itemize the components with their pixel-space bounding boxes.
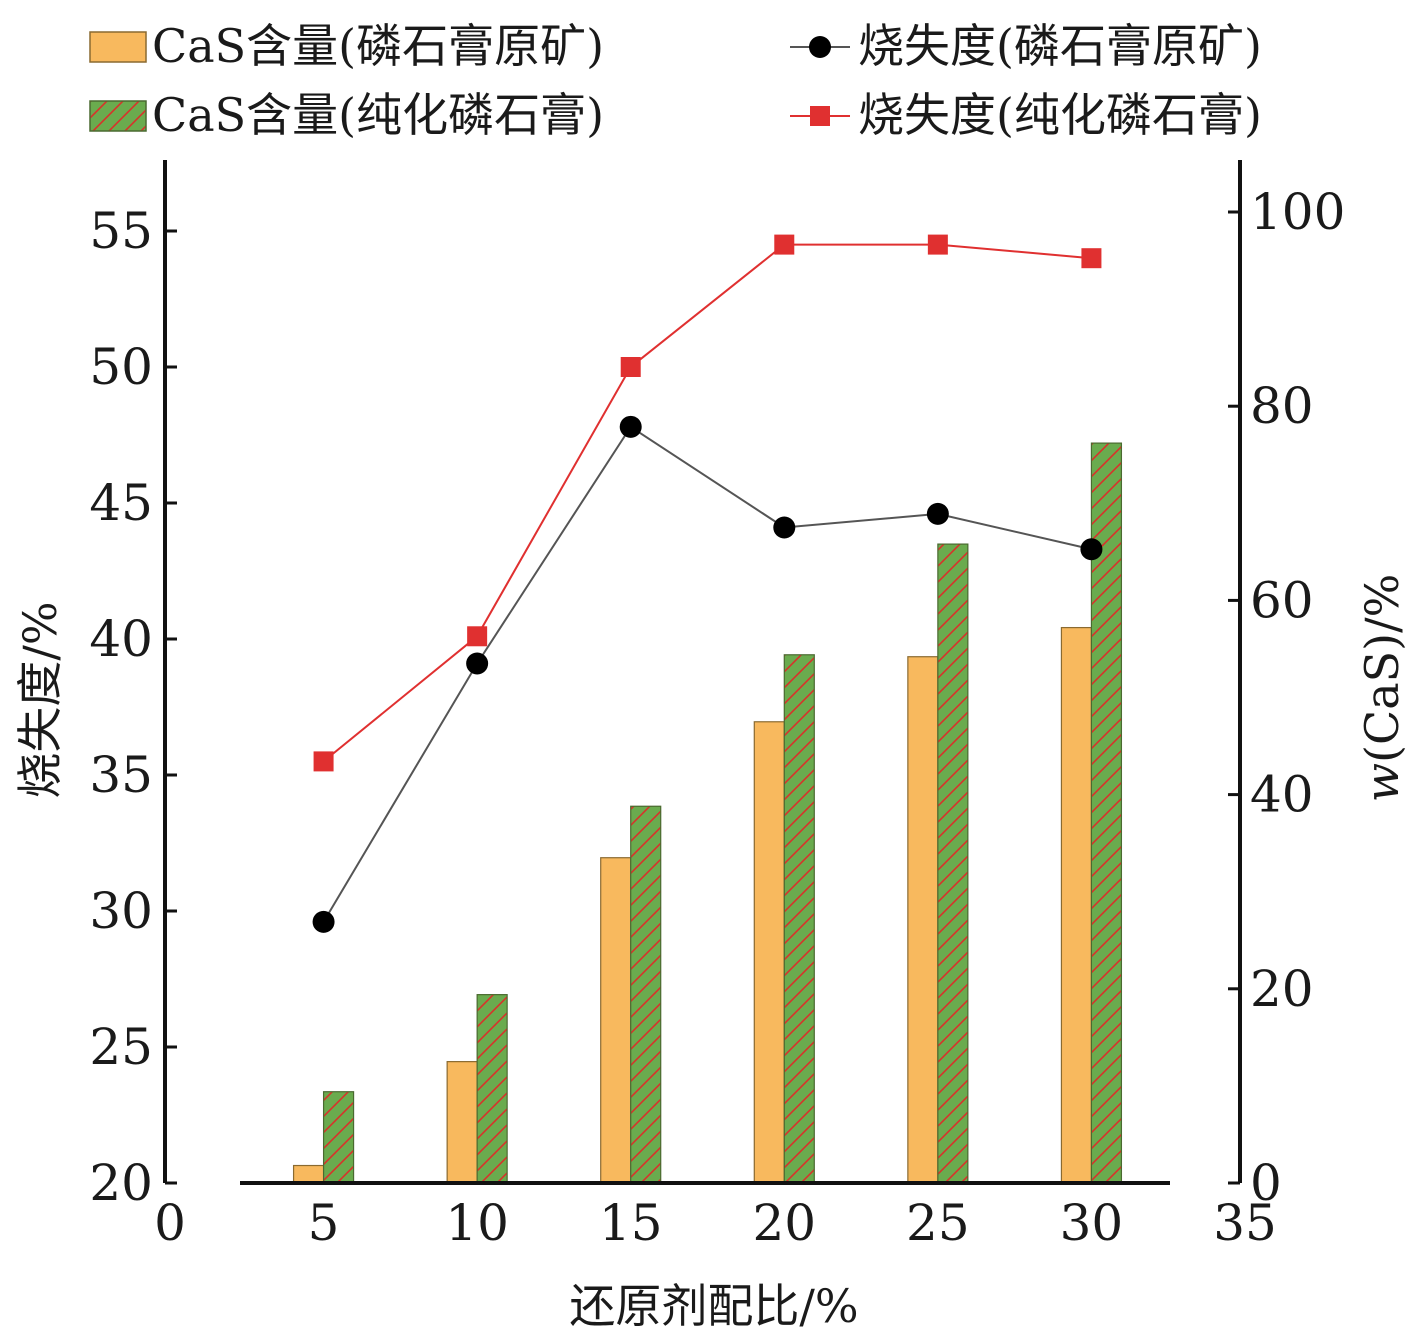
bar-raw-5 <box>292 1164 325 1184</box>
point-purified-20 <box>774 234 795 255</box>
bar-purified-30 <box>1090 442 1123 1184</box>
lines <box>312 234 1103 933</box>
x-tick-label-10: 10 <box>445 1194 509 1252</box>
y-right-tick-label-60: 60 <box>1250 571 1314 629</box>
legend-marker-purified <box>810 106 830 126</box>
y-left-tick-label-40: 40 <box>89 610 153 668</box>
point-purified-25 <box>927 234 948 255</box>
line-purified <box>322 243 1092 763</box>
y-left-tick-label-35: 35 <box>89 746 153 804</box>
legend-label-line-purified: 烧失度(纯化磷石膏) <box>858 88 1262 142</box>
legend-label-bar-raw: CaS含量(磷石膏原矿) <box>152 19 604 73</box>
x-tick-label-15: 15 <box>599 1194 663 1252</box>
bar-purified-15 <box>630 805 662 1184</box>
point-raw-20 <box>773 516 796 539</box>
legend-item-line-raw: 烧失度(磷石膏原矿) <box>790 19 1262 73</box>
bar-raw-10 <box>446 1061 478 1184</box>
legend-item-line-purified: 烧失度(纯化磷石膏) <box>790 88 1262 142</box>
x-tick-label-25: 25 <box>906 1194 970 1252</box>
point-raw-30 <box>1080 538 1103 561</box>
legend-marker-raw <box>809 36 831 58</box>
legend-label-bar-purified: CaS含量(纯化磷石膏) <box>152 88 604 142</box>
bar-raw-15 <box>600 857 632 1184</box>
y-right-tick-label-40: 40 <box>1250 766 1314 824</box>
x-tick-label-20: 20 <box>752 1194 816 1252</box>
y-right-tick-label-20: 20 <box>1250 960 1314 1018</box>
y-left-tick-label-30: 30 <box>89 882 153 940</box>
plot-area: 0 5 10 15 20 25 30 3520253035404550550204060801… <box>89 160 1345 1252</box>
legend-label-line-raw: 烧失度(磷石膏原矿) <box>858 19 1262 73</box>
point-raw-10 <box>466 652 489 675</box>
x-tick-label-30: 30 <box>1060 1194 1124 1252</box>
legend: CaS含量(磷石膏原矿) CaS含量(纯化磷石膏) 烧失度(磷石膏原矿) 烧失度… <box>89 19 1262 142</box>
x-axis-title: 还原剂配比/% <box>569 1279 858 1333</box>
point-raw-15 <box>619 415 642 438</box>
x-tick-label-5: 5 <box>308 1194 340 1252</box>
legend-swatch-bar-raw <box>89 31 147 63</box>
y-right-axis-title-rest: (CaS)/% <box>1355 574 1409 763</box>
line-raw <box>322 425 1092 923</box>
y-right-tick-label-80: 80 <box>1250 377 1314 435</box>
point-purified-5 <box>313 751 334 772</box>
x-tick-label-35: 35 <box>1213 1194 1277 1252</box>
bar-purified-10 <box>476 994 508 1184</box>
point-purified-30 <box>1081 248 1102 269</box>
bar-raw-25 <box>907 656 939 1184</box>
x-tick-label-0: 0 <box>154 1194 186 1252</box>
legend-item-bar-purified: CaS含量(纯化磷石膏) <box>89 88 604 142</box>
bar-purified-25 <box>937 543 969 1184</box>
bar-raw-30 <box>1060 626 1093 1184</box>
y-right-axis-title: w(CaS)/% <box>1355 574 1409 803</box>
bar-purified-20 <box>783 654 815 1184</box>
point-purified-15 <box>620 357 641 377</box>
y-left-tick-label-55: 55 <box>89 202 153 260</box>
y-left-tick-label-25: 25 <box>89 1018 153 1076</box>
y-left-tick-label-20: 20 <box>89 1154 153 1212</box>
legend-item-bar-raw: CaS含量(磷石膏原矿) <box>89 19 604 73</box>
axes: 0 5 10 15 20 25 30 3520253035404550550204060801… <box>89 160 1345 1252</box>
y-right-tick-label-100: 100 <box>1250 183 1345 241</box>
point-raw-5 <box>312 910 335 933</box>
point-purified-10 <box>467 626 488 647</box>
bars <box>292 442 1123 1184</box>
y-left-tick-label-45: 45 <box>89 474 153 532</box>
point-raw-25 <box>926 502 949 525</box>
bar-purified-5 <box>322 1091 355 1184</box>
y-left-tick-label-50: 50 <box>89 338 153 396</box>
y-right-tick-label-0: 0 <box>1250 1154 1282 1212</box>
y-right-axis-title-italic: w <box>1355 763 1409 802</box>
legend-swatch-bar-purified <box>89 100 147 132</box>
y-left-axis-title: 烧失度/% <box>13 601 67 798</box>
bar-raw-20 <box>753 721 785 1184</box>
